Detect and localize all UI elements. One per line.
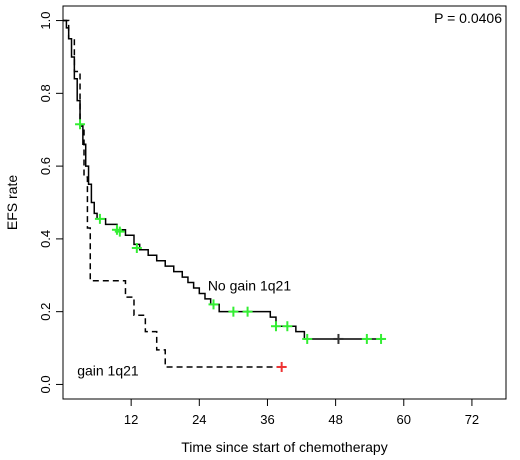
- x-axis: 12 24 36 48 60 72: [124, 399, 479, 427]
- y-tick-label: 0.0: [38, 375, 53, 393]
- censor-mark: [228, 306, 239, 317]
- y-tick-label: 1.0: [38, 12, 53, 30]
- censor-mark: [270, 321, 281, 332]
- x-tick-label: 72: [465, 412, 479, 427]
- y-tick-label: 0.4: [38, 230, 53, 248]
- x-tick-label: 12: [124, 412, 138, 427]
- censor-mark: [94, 213, 105, 224]
- series-label-gain: gain 1q21: [77, 362, 139, 378]
- censor-mark: [208, 299, 219, 310]
- x-tick-label: 24: [192, 412, 206, 427]
- p-value-annotation: P = 0.0406: [434, 10, 502, 26]
- x-axis-title: Time since start of chemotherapy: [181, 439, 387, 455]
- censor-mark: [242, 306, 253, 317]
- curve-gain: [63, 19, 282, 368]
- censor-mark: [376, 333, 387, 344]
- x-tick-label: 36: [260, 412, 274, 427]
- y-axis: 0.0 0.2 0.4 0.6 0.8 1.0: [38, 12, 63, 393]
- censor-mark: [282, 321, 293, 332]
- censor-marks: [75, 119, 387, 372]
- censor-mark: [131, 242, 142, 253]
- plot-border: [62, 5, 507, 400]
- y-tick-label: 0.6: [38, 157, 53, 175]
- plot-area-frame: [62, 5, 507, 400]
- censor-mark: [75, 119, 86, 130]
- y-tick-label: 0.2: [38, 303, 53, 321]
- censor-mark: [114, 226, 125, 237]
- x-tick-label: 48: [328, 412, 342, 427]
- x-tick-label: 60: [397, 412, 411, 427]
- y-axis-title: EFS rate: [4, 175, 20, 230]
- survival-curves: [63, 19, 384, 368]
- censor-mark: [302, 333, 313, 344]
- y-tick-label: 0.8: [38, 84, 53, 102]
- series-label-no-gain: No gain 1q21: [208, 278, 292, 294]
- censor-mark: [276, 361, 287, 372]
- censor-mark: [333, 333, 344, 344]
- censor-mark: [361, 333, 372, 344]
